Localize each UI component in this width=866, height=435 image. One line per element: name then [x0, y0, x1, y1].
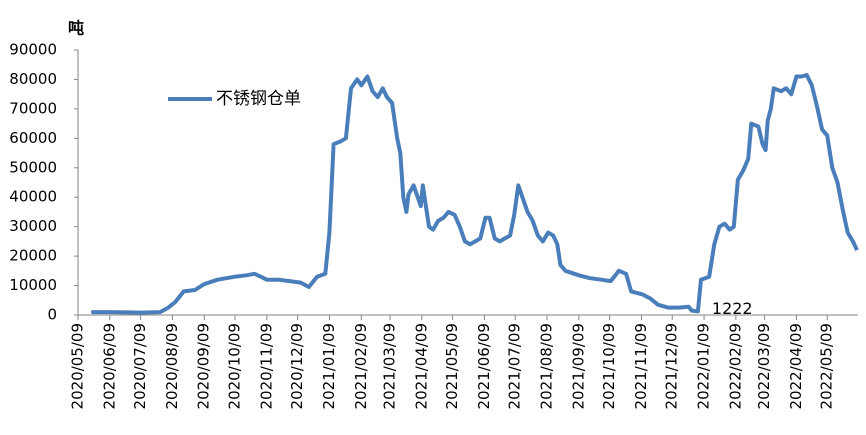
y-tick-label: 60000 — [9, 129, 57, 147]
annotation: 1222 — [712, 299, 753, 318]
y-tick-label: 20000 — [9, 247, 57, 265]
x-tick-label: 2022/04/09 — [787, 323, 805, 409]
y-tick-label: 70000 — [9, 99, 57, 117]
x-tick-label: 2021/02/09 — [352, 323, 370, 409]
x-tick-label: 2020/10/09 — [226, 323, 244, 409]
legend-label: 不锈钢仓单 — [216, 89, 301, 109]
y-tick-label: 80000 — [9, 70, 57, 88]
x-tick-label: 2020/09/09 — [195, 323, 213, 409]
x-tick-label: 2021/09/09 — [569, 323, 587, 409]
x-tick-label: 2020/11/09 — [257, 323, 275, 409]
data-line — [91, 73, 859, 315]
x-tick-label: 2020/05/09 — [69, 323, 87, 409]
x-tick-label: 2021/11/09 — [632, 323, 650, 409]
y-tick-label: 0 — [47, 306, 57, 324]
y-tick-label: 30000 — [9, 217, 57, 235]
x-tick-label: 2020/07/09 — [131, 323, 149, 409]
y-axis-label: 吨 — [68, 19, 84, 38]
x-tick-label: 2021/05/09 — [443, 323, 461, 409]
x-tick-label: 2021/08/09 — [538, 323, 556, 409]
x-tick-label: 2022/03/09 — [755, 323, 773, 409]
x-tick-label: 2021/12/09 — [663, 323, 681, 409]
x-tick-label: 2020/06/09 — [100, 323, 118, 409]
y-tick-label: 40000 — [9, 188, 57, 206]
x-tick-label: 2020/12/09 — [288, 323, 306, 409]
x-tick-label: 2021/01/09 — [320, 323, 338, 409]
x-tick-label: 2021/07/09 — [506, 323, 524, 409]
x-tick-label: 2021/03/09 — [381, 323, 399, 409]
x-tick-label: 2021/04/09 — [412, 323, 430, 409]
y-tick-label: 50000 — [9, 158, 57, 176]
y-tick-label: 90000 — [9, 41, 57, 59]
x-tick-label: 2020/08/09 — [163, 323, 181, 409]
x-tick-label: 2022/02/09 — [726, 323, 744, 409]
y-tick-label: 10000 — [9, 276, 57, 294]
x-tick-label: 2021/06/09 — [475, 323, 493, 409]
x-tick-label: 2022/01/09 — [695, 323, 713, 409]
x-tick-label: 2021/10/09 — [600, 323, 618, 409]
x-tick-label: 2022/05/09 — [818, 323, 836, 409]
